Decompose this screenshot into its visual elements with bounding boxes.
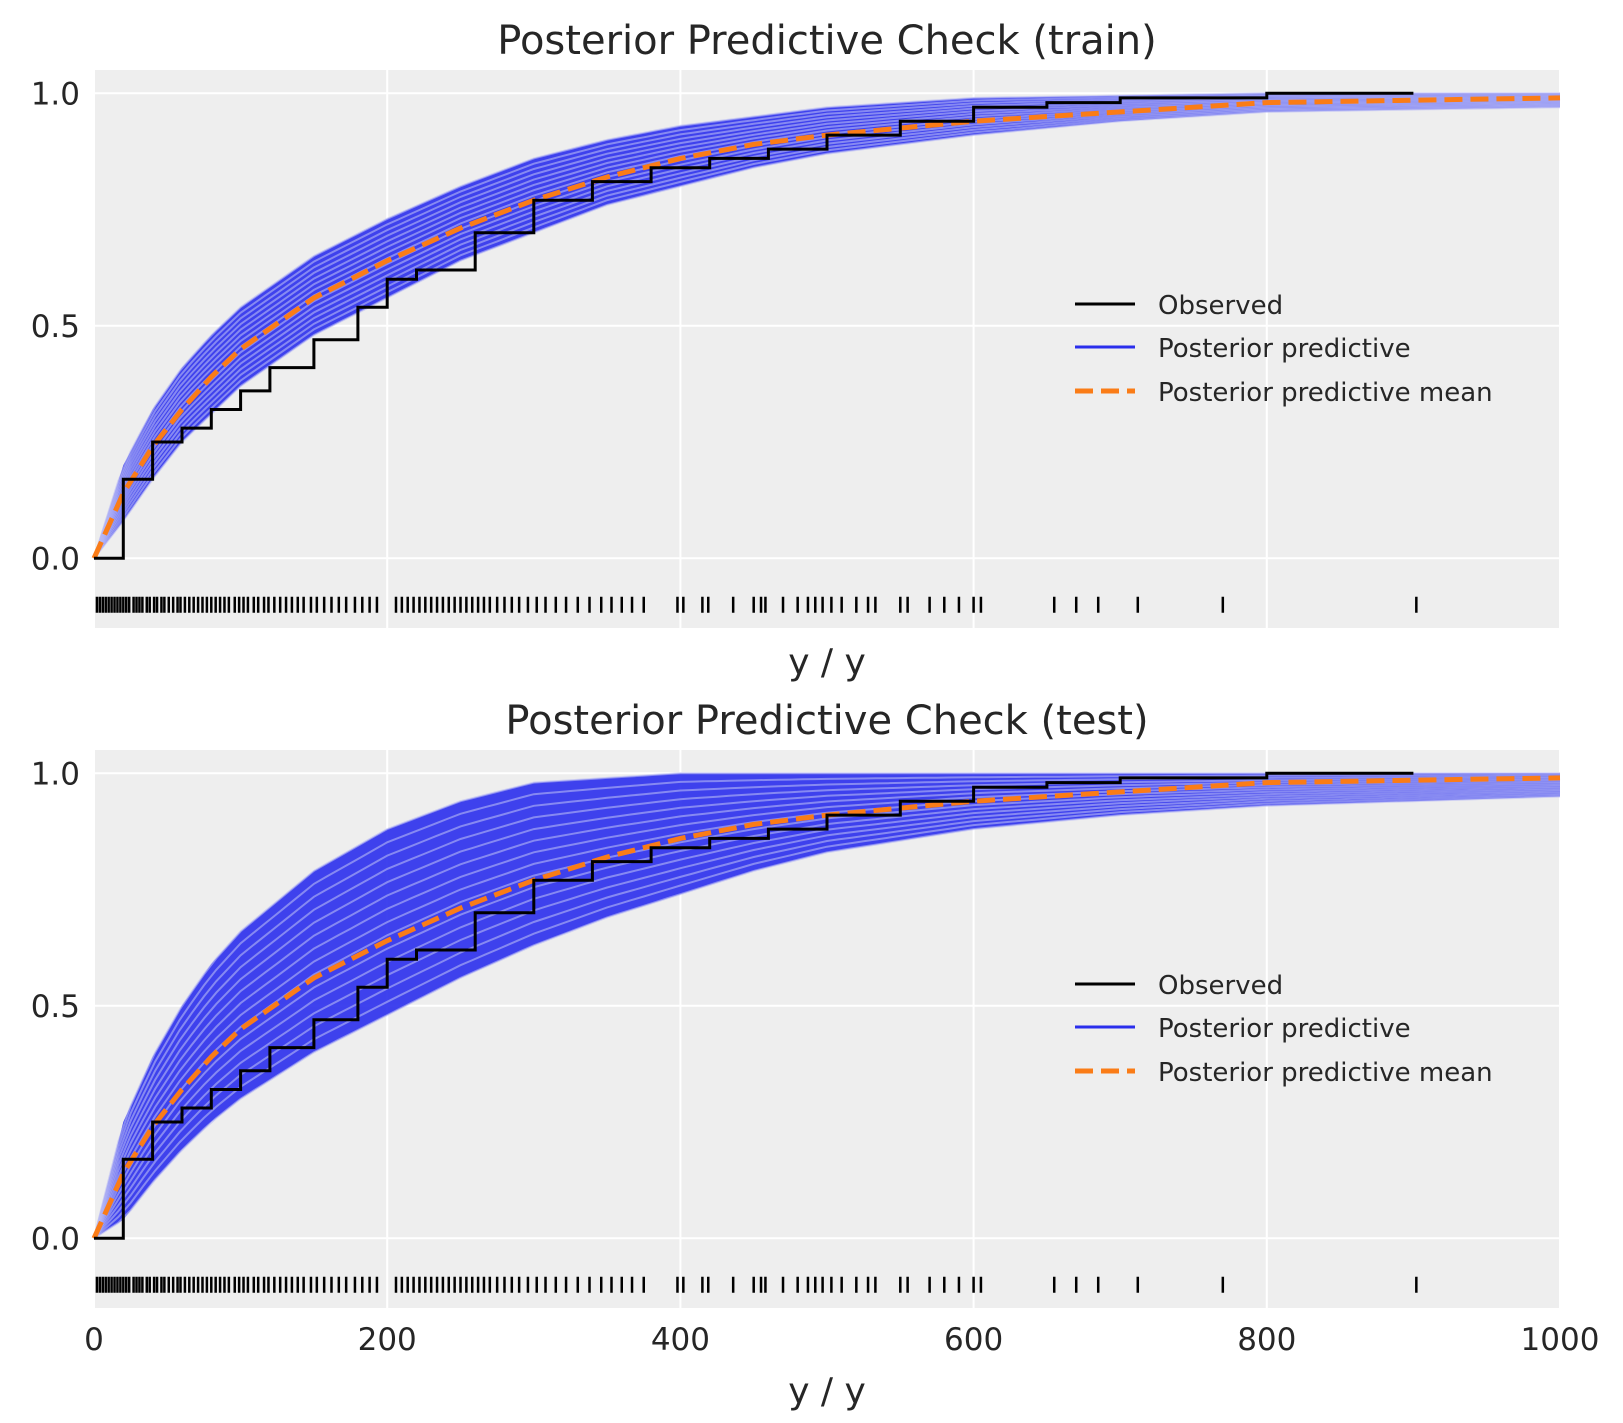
x-tick-label: 600 [944, 1322, 1003, 1358]
predictive-envelope [94, 93, 1560, 559]
predictive-sample-line [93, 795, 1561, 1240]
y-tick-labels: 0.0 0.5 1.0 [31, 756, 80, 1257]
series-lines [91, 91, 1561, 560]
legend: Observed Posterior predictive Posterior … [1075, 971, 1493, 1088]
predictive-sample-line [93, 775, 1560, 1239]
observed-line [94, 91, 1414, 560]
predictive-sample-line [93, 790, 1561, 1239]
predictive-sample-line [93, 782, 1561, 1239]
legend-label-observed: Observed [1158, 971, 1283, 1001]
y-tick-label: 0.5 [31, 309, 80, 345]
legend-label-observed: Observed [1158, 291, 1283, 321]
x-tick-label: 200 [358, 1322, 417, 1358]
legend: Observed Posterior predictive Posterior … [1075, 291, 1493, 408]
y-tick-label: 1.0 [31, 756, 80, 792]
y-tick-label: 0.0 [31, 1221, 80, 1257]
x-tick-label: 400 [651, 1322, 710, 1358]
x-axis-label: y / y [788, 642, 866, 683]
y-tick-label: 1.0 [31, 76, 80, 112]
predictive-sample-line [93, 94, 1561, 559]
y-tick-label: 0.5 [31, 989, 80, 1025]
chart-title: Posterior Predictive Check (train) [497, 18, 1156, 64]
predictive-sample-line [93, 773, 1560, 1239]
x-tick-label: 1000 [1521, 1322, 1600, 1358]
predictive-sample-line [93, 792, 1561, 1239]
legend-label-posterior-predictive: Posterior predictive [1158, 334, 1411, 364]
predictive-sample-line [93, 95, 1561, 559]
legend-label-posterior-predictive-mean: Posterior predictive mean [1158, 378, 1493, 408]
observed-line [94, 771, 1414, 1240]
x-tick-labels: 0 200 400 600 800 1000 [84, 1322, 1599, 1358]
plot-area-background [94, 70, 1560, 628]
x-axis-label: y / y [788, 1371, 866, 1412]
legend-label-posterior-predictive-mean: Posterior predictive mean [1158, 1058, 1493, 1088]
predictive-sample-line [93, 106, 1561, 559]
legend-label-posterior-predictive: Posterior predictive [1158, 1014, 1411, 1044]
series-lines [91, 771, 1561, 1240]
predictive-sample-line [93, 780, 1561, 1239]
x-tick-label: 0 [84, 1322, 104, 1358]
rug-marks [95, 1276, 1418, 1293]
y-tick-label: 0.0 [31, 541, 80, 577]
chart-title: Posterior Predictive Check (test) [505, 698, 1148, 744]
rug-marks [95, 596, 1418, 613]
chart-panel-train: 0.0 0.5 1.0 Posterior Predictive Check (tr… [31, 18, 1561, 683]
y-tick-labels: 0.0 0.5 1.0 [31, 76, 80, 577]
x-tick-label: 800 [1237, 1322, 1296, 1358]
predictive-sample-line [93, 96, 1561, 559]
predictive-sample-line [93, 793, 1561, 1240]
chart-panel-test: 0.0 0.5 1.0 0 200 400 600 800 1000 Posterior Pr… [31, 698, 1600, 1412]
